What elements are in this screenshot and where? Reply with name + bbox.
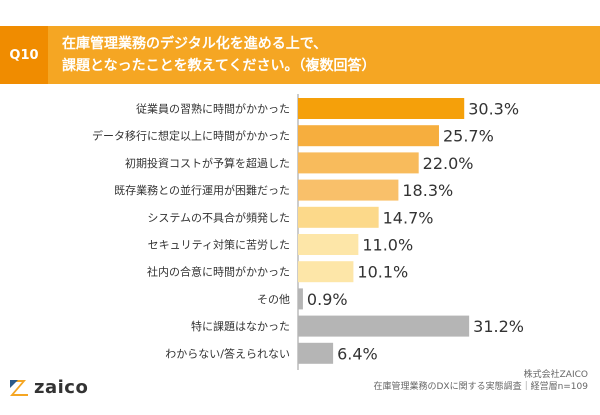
source-note: 株式会社ZAICO 在庫管理業務のDXに関する実態調査｜経営層n=109 xyxy=(373,369,588,393)
bar xyxy=(298,98,465,119)
category-label: セキュリティ対策に苦労した xyxy=(148,238,290,252)
category-label: その他 xyxy=(257,293,290,306)
bar xyxy=(298,261,354,283)
category-label: 特に課題はなかった xyxy=(191,319,290,333)
value-label: 18.3% xyxy=(402,181,453,200)
value-label: 10.1% xyxy=(357,263,408,282)
category-label: 社内の合意に時間がかかった xyxy=(147,265,290,279)
bar xyxy=(298,315,470,337)
bar xyxy=(298,152,419,174)
value-label: 0.9% xyxy=(307,290,348,309)
zaico-logo: zaico xyxy=(8,374,88,400)
value-label: 11.0% xyxy=(362,236,413,255)
bar xyxy=(298,125,439,147)
category-label: 初期投資コストが予算を超過した xyxy=(125,156,290,170)
value-label: 30.3% xyxy=(468,100,519,119)
question-text: 在庫管理業務のデジタル化を進める上で、 課題となったことを教えてください。（複数… xyxy=(62,33,375,77)
question-number-badge: Q10 xyxy=(0,26,48,84)
bar-chart: 従業員の習熟に時間がかかった 30.3% データ移行に想定以上に時間がかかった 25.… xyxy=(92,94,524,370)
bar xyxy=(298,288,303,310)
value-label: 6.4% xyxy=(337,344,378,363)
value-label: 22.0% xyxy=(423,154,474,173)
logo-text: zaico xyxy=(34,376,89,398)
question-line-1: 在庫管理業務のデジタル化を進める上で、 xyxy=(62,36,328,52)
question-line-2: 課題となったことを教えてください。（複数回答） xyxy=(62,58,376,74)
category-label: わからない/答えられない xyxy=(165,346,290,360)
bar xyxy=(298,179,399,201)
value-label: 14.7% xyxy=(383,208,434,227)
category-label: データ移行に想定以上に時間がかかった xyxy=(92,129,290,143)
bar xyxy=(298,342,334,364)
category-label: システムの不具合が頻発した xyxy=(147,210,290,224)
zaico-logo-icon xyxy=(10,380,28,396)
bar xyxy=(298,206,379,228)
value-label: 25.7% xyxy=(443,127,494,146)
source-company: 株式会社ZAICO xyxy=(523,370,588,380)
bar xyxy=(298,234,359,255)
source-survey: 在庫管理業務のDXに関する実態調査｜経営層n=109 xyxy=(373,382,588,392)
question-header: Q10 在庫管理業務のデジタル化を進める上で、 課題となったことを教えてください… xyxy=(0,26,600,84)
category-label: 従業員の習熟に時間がかかった xyxy=(136,102,290,116)
category-label: 既存業務との並行運用が困難だった xyxy=(114,183,290,197)
value-label: 31.2% xyxy=(473,317,524,336)
